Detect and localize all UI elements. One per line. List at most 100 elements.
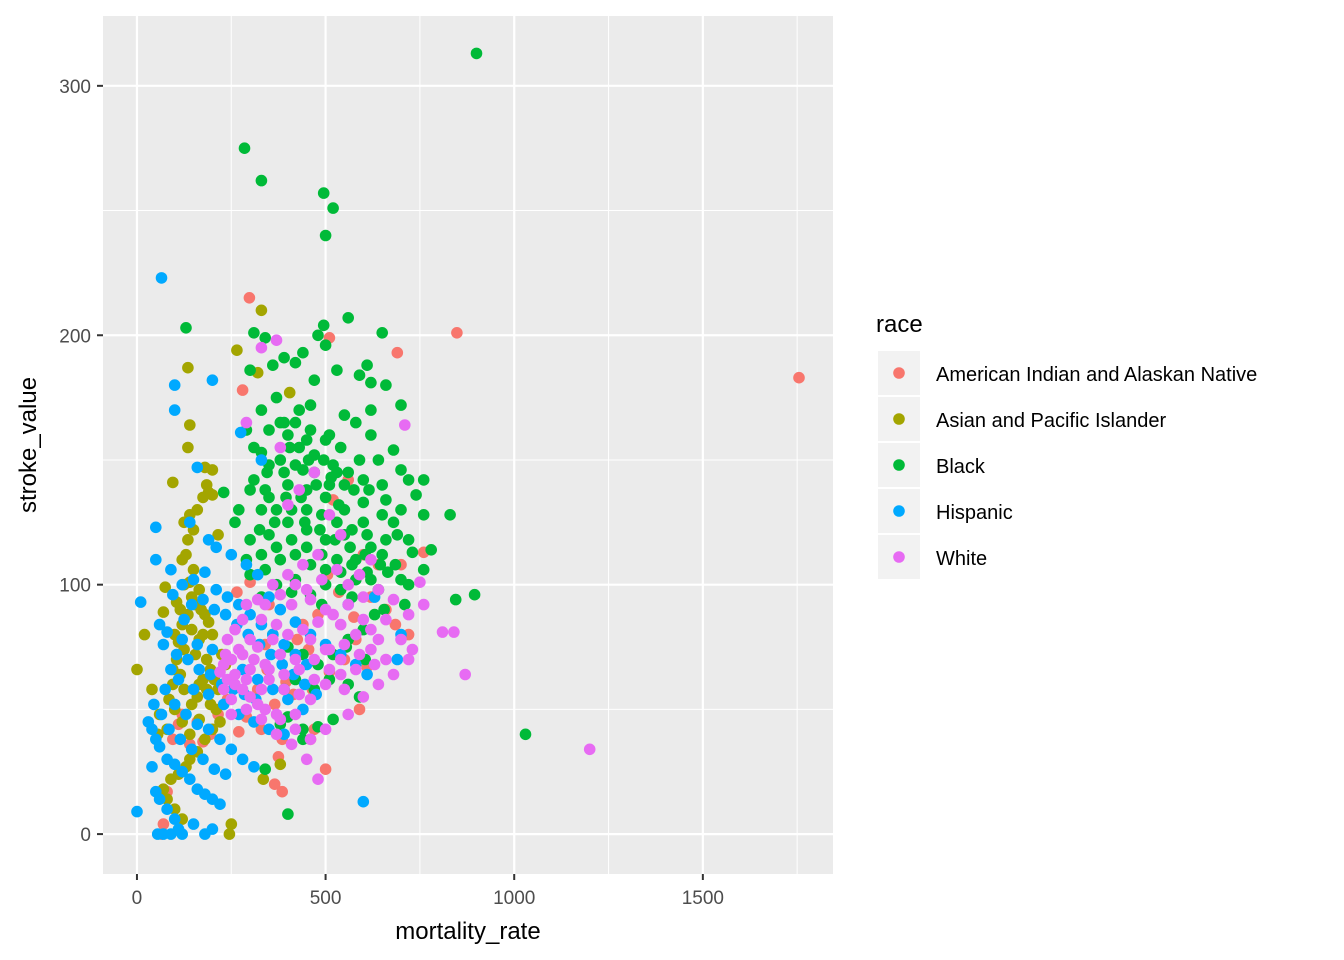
data-point: [319, 491, 332, 504]
data-point: [365, 553, 377, 566]
data-point: [219, 768, 232, 780]
data-point: [304, 693, 317, 706]
data-point: [153, 741, 166, 753]
data-point: [146, 683, 158, 696]
data-point: [255, 613, 268, 626]
data-point: [255, 341, 268, 354]
data-point: [314, 524, 326, 536]
data-point: [308, 466, 321, 479]
data-point: [191, 718, 204, 731]
data-point: [308, 374, 321, 387]
data-point: [206, 643, 219, 656]
data-point: [159, 683, 171, 696]
data-point: [308, 673, 321, 686]
data-point: [391, 653, 404, 666]
data-point: [206, 628, 219, 641]
data-point: [214, 798, 226, 810]
data-point: [167, 476, 179, 489]
data-point: [197, 491, 209, 504]
data-point: [197, 628, 209, 641]
data-point: [193, 583, 205, 596]
data-point: [255, 504, 268, 516]
data-point: [244, 534, 256, 546]
data-point: [180, 708, 192, 721]
data-point: [153, 793, 166, 805]
data-point: [293, 404, 306, 416]
data-point: [202, 723, 215, 736]
data-point: [319, 678, 332, 691]
data-point: [346, 558, 358, 571]
data-point: [270, 708, 283, 721]
data-point: [229, 516, 241, 529]
data-point: [202, 534, 215, 546]
data-point: [304, 593, 317, 606]
data-point: [348, 484, 360, 496]
y-axis: 0 100 200 300: [59, 77, 103, 846]
data-point: [278, 668, 290, 681]
data-point: [168, 379, 181, 391]
data-point: [414, 576, 426, 588]
data-point: [248, 761, 260, 773]
data-point: [255, 683, 268, 696]
data-point: [187, 573, 200, 586]
data-point: [365, 429, 377, 441]
data-point: [353, 454, 366, 466]
data-point: [338, 479, 351, 491]
data-point: [274, 648, 287, 661]
data-point: [342, 578, 355, 591]
data-point: [410, 489, 422, 501]
legend-label: Hispanic: [936, 502, 1013, 524]
data-point: [289, 548, 302, 561]
data-point: [376, 509, 389, 521]
data-point: [263, 424, 275, 436]
data-point: [202, 616, 215, 628]
data-point: [387, 593, 400, 606]
data-point: [274, 758, 287, 771]
data-point: [165, 773, 177, 785]
data-point: [317, 454, 330, 466]
data-point: [221, 633, 234, 646]
data-point: [233, 643, 245, 656]
data-point: [259, 703, 272, 716]
data-point: [257, 773, 270, 785]
data-point: [372, 633, 385, 646]
data-point: [282, 693, 294, 706]
legend-swatch: [893, 459, 905, 471]
data-point: [255, 713, 268, 726]
data-point: [368, 608, 381, 621]
data-point: [185, 743, 198, 756]
data-point: [342, 708, 355, 721]
data-point: [334, 653, 347, 666]
data-point: [353, 648, 366, 661]
data-point: [402, 608, 415, 621]
data-point: [248, 474, 260, 486]
plot-panel: [103, 16, 833, 874]
data-point: [365, 404, 377, 416]
data-point: [176, 578, 188, 591]
data-point: [348, 611, 360, 623]
data-point: [372, 454, 385, 466]
data-point: [191, 504, 204, 516]
data-point: [199, 733, 211, 746]
data-point: [402, 534, 415, 546]
data-point: [238, 142, 251, 154]
data-point: [244, 691, 256, 703]
data-point: [161, 626, 173, 638]
data-point: [293, 663, 306, 676]
data-point: [451, 327, 463, 339]
data-point: [206, 374, 219, 387]
data-point: [344, 541, 356, 554]
data-point: [225, 548, 238, 561]
data-point: [167, 588, 179, 601]
data-point: [157, 818, 170, 830]
data-point: [282, 628, 294, 641]
data-point: [444, 509, 456, 521]
data-point: [380, 494, 392, 506]
data-point: [168, 404, 181, 416]
data-point: [312, 548, 324, 561]
data-point: [389, 618, 402, 631]
data-point: [146, 761, 158, 773]
data-point: [206, 464, 219, 476]
data-point: [265, 648, 277, 661]
legend-label: White: [936, 548, 987, 570]
